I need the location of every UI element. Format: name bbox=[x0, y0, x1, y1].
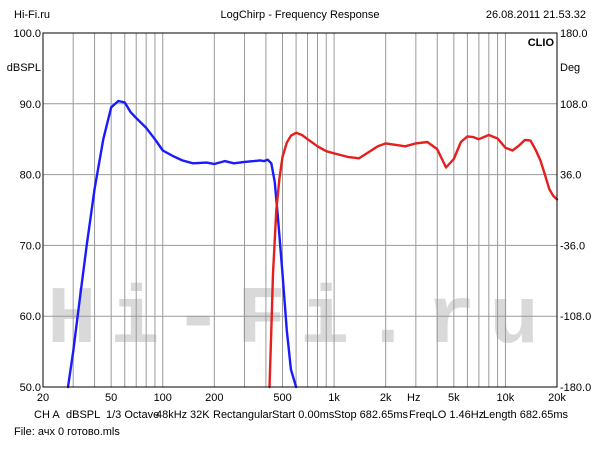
series-line-1 bbox=[66, 99, 298, 389]
y-tick-label: 100.0 bbox=[13, 28, 41, 40]
watermark: Hi-Fi.ru bbox=[47, 274, 553, 367]
y-tick-label: 70.0 bbox=[20, 240, 41, 252]
footer-channel: CH A bbox=[34, 409, 60, 421]
y2-tick-label: 108.0 bbox=[560, 99, 588, 111]
series-lines bbox=[66, 99, 559, 389]
x-tick-label: 50 bbox=[105, 392, 117, 404]
brand-label: CLIO bbox=[528, 37, 555, 49]
y-tick-label: 80.0 bbox=[20, 170, 41, 182]
watermark-text: Hi-Fi.ru bbox=[47, 274, 553, 367]
x-tick-label: 20 bbox=[37, 392, 49, 404]
x-tick-label: 500 bbox=[273, 392, 291, 404]
y2-axis-title: Deg bbox=[560, 62, 580, 74]
footer-length: Length 682.65ms bbox=[483, 409, 569, 421]
x-tick-label: 10k bbox=[497, 392, 515, 404]
footer-unit: dBSPL bbox=[66, 409, 101, 421]
y2-tick-label: -180.0 bbox=[560, 382, 591, 394]
footer-freq-lo: FreqLO 1.46Hz bbox=[409, 409, 485, 421]
y2-tick-label: 180.0 bbox=[560, 28, 588, 40]
x-tick-label: 200 bbox=[205, 392, 223, 404]
footer-sample-rate: 48kHz bbox=[156, 409, 188, 421]
x-tick-label: 100 bbox=[154, 392, 172, 404]
y2-tick-label: -108.0 bbox=[560, 311, 591, 323]
x-tick-label: 20k bbox=[548, 392, 566, 404]
footer-smoothing: 1/3 Octave bbox=[106, 409, 160, 421]
y-tick-label: 60.0 bbox=[20, 311, 41, 323]
plot-frame bbox=[42, 32, 558, 388]
x-tick-label: Hz bbox=[407, 392, 420, 404]
y-axis-title: dBSPL bbox=[7, 62, 41, 74]
header-title: LogChirp - Frequency Response bbox=[220, 9, 380, 21]
y2-tick-label: 36.0 bbox=[560, 170, 581, 182]
header-timestamp: 26.08.2011 21.53.32 bbox=[485, 9, 586, 21]
footer-size: 32K bbox=[190, 409, 210, 421]
y-tick-label: 50.0 bbox=[20, 382, 41, 394]
series-line-2 bbox=[268, 131, 559, 389]
footer-file: File: ачх 0 готово.mls bbox=[14, 426, 120, 438]
footer-start: Start 0.00ms bbox=[272, 409, 335, 421]
header-app-name: Hi-Fi.ru bbox=[14, 9, 51, 21]
grid-lines bbox=[43, 33, 557, 387]
y-tick-label: 90.0 bbox=[20, 99, 41, 111]
footer-stop: Stop 682.65ms bbox=[334, 409, 408, 421]
x-tick-label: 1k bbox=[328, 392, 340, 404]
footer-window: Rectangular bbox=[213, 409, 273, 421]
y2-tick-label: -36.0 bbox=[560, 240, 585, 252]
x-tick-label: 5k bbox=[448, 392, 460, 404]
tick-labels: 50.0 60.0 70.0 80.0 90.0 100.0 -180.0 -108.0 -36… bbox=[7, 28, 591, 404]
x-tick-label: 2k bbox=[380, 392, 392, 404]
